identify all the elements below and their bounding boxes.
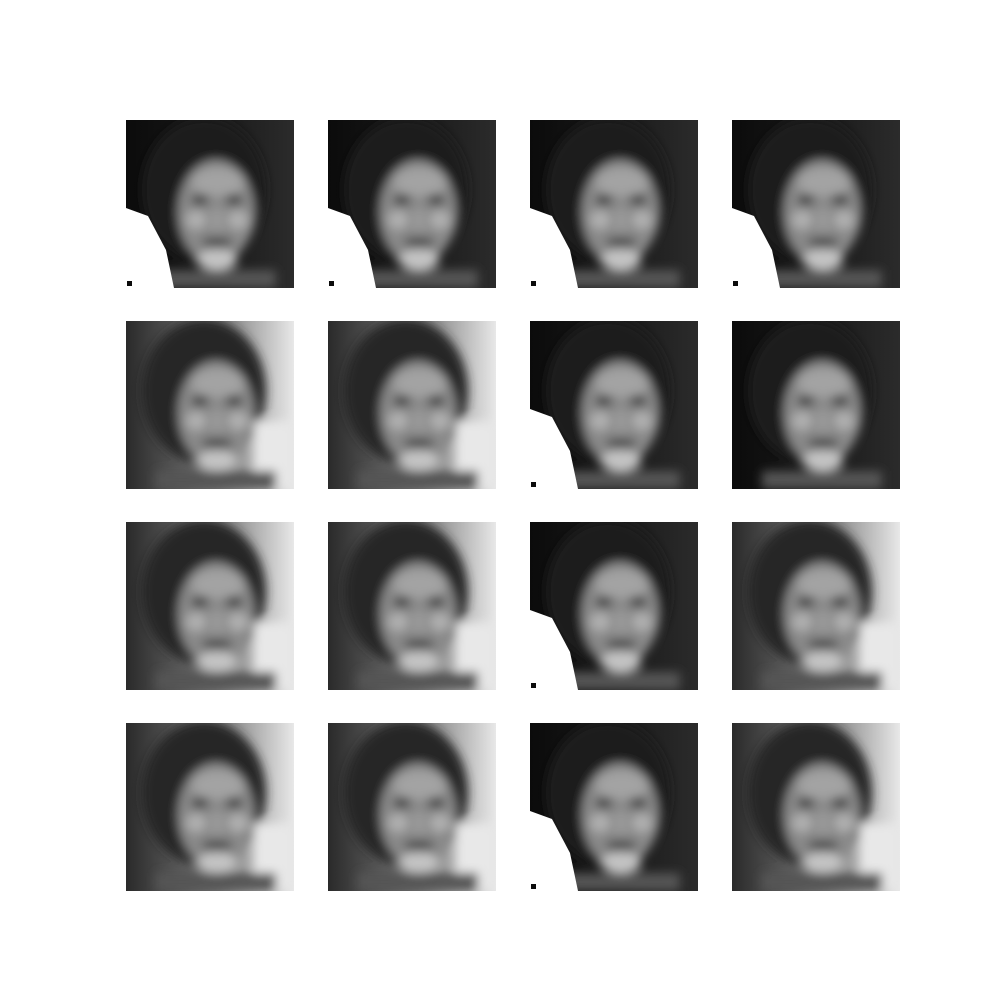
face-sample-r4-c4 (732, 723, 900, 891)
face-sample-r3-c1 (126, 522, 294, 690)
face-sample-r1-c4 (732, 120, 900, 288)
face-sample-r3-c4 (732, 522, 900, 690)
face-sample-r1-c2 (328, 120, 496, 288)
face-sample-r1-c1 (126, 120, 294, 288)
face-sample-r2-c3 (530, 321, 698, 489)
face-sample-r4-c2 (328, 723, 496, 891)
face-sample-r2-c1 (126, 321, 294, 489)
face-sample-r4-c3 (530, 723, 698, 891)
face-sample-r4-c1 (126, 723, 294, 891)
face-sample-r2-c2 (328, 321, 496, 489)
face-sample-r2-c4 (732, 321, 900, 489)
face-sample-r1-c3 (530, 120, 698, 288)
face-sample-r3-c2 (328, 522, 496, 690)
face-sample-r3-c3 (530, 522, 698, 690)
